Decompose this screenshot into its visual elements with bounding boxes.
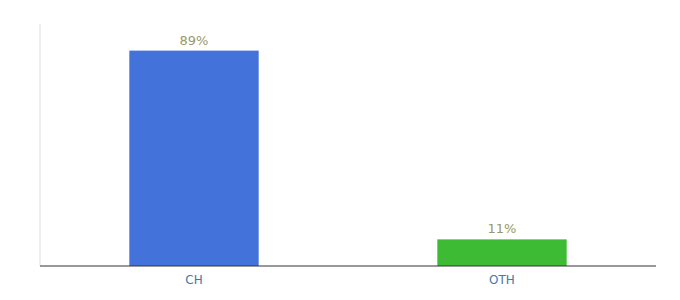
- x-tick-label: CH: [185, 273, 202, 287]
- data-label: 11%: [488, 221, 517, 236]
- x-tick-label: OTH: [489, 273, 515, 287]
- bar: [437, 239, 566, 266]
- bars: [129, 51, 566, 266]
- chart-svg: 89% 11% CH OTH: [0, 0, 680, 300]
- data-label: 89%: [180, 33, 209, 48]
- x-axis-line: [40, 265, 656, 266]
- y-axis-line: [40, 24, 41, 266]
- bar: [129, 51, 258, 266]
- chart-container: 89% 11% CH OTH: [0, 0, 680, 300]
